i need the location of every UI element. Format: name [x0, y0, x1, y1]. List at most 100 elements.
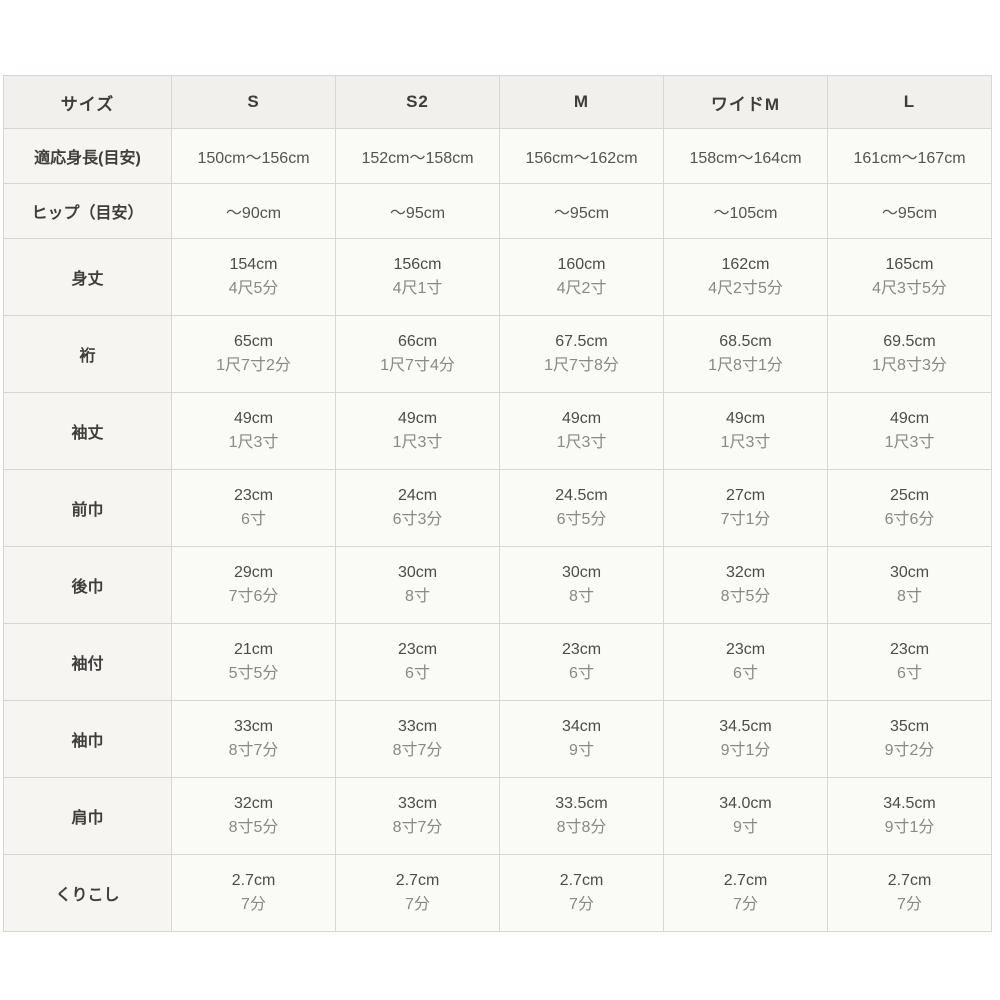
value-cm: 33cm — [397, 718, 438, 735]
value-single: 〜90cm — [171, 183, 336, 239]
value-cm: 67.5cm — [555, 333, 608, 350]
table-cell: 24cm 6寸3分 — [335, 469, 500, 547]
value-cm: 162cm — [721, 256, 770, 273]
value-wasai: 7分 — [241, 896, 266, 913]
value-cm: 24cm — [397, 487, 438, 504]
value-single: 〜95cm — [827, 183, 992, 239]
table-cell: 33cm 8寸7分 — [335, 777, 500, 855]
value-wasai: 4尺5分 — [228, 280, 279, 297]
value-wasai: 7寸1分 — [720, 511, 771, 528]
value-wasai: 8寸 — [405, 588, 430, 605]
row-label: 袖付 — [3, 623, 172, 701]
value-wasai: 1尺3寸 — [228, 434, 279, 451]
table-cell: 2.7cm 7分 — [827, 854, 992, 932]
value-cm: 68.5cm — [719, 333, 772, 350]
value-wasai: 1尺8寸1分 — [708, 357, 783, 374]
table-cell: 156cm 4尺1寸 — [335, 238, 500, 316]
value-wasai: 7分 — [733, 896, 758, 913]
value-single: 〜105cm — [663, 183, 828, 239]
table-cell: 49cm 1尺3寸 — [171, 392, 336, 470]
value-wasai: 1尺3寸 — [556, 434, 607, 451]
value-cm: 23cm — [889, 641, 930, 658]
value-wasai: 9寸1分 — [720, 742, 771, 759]
value-cm: 32cm — [233, 795, 274, 812]
value-cm: 33cm — [397, 795, 438, 812]
value-wasai: 1尺3寸 — [884, 434, 935, 451]
value-cm: 49cm — [725, 410, 766, 427]
value-wasai: 5寸5分 — [228, 665, 279, 682]
table-cell: 30cm 8寸 — [827, 546, 992, 624]
table-cell: 23cm 6寸 — [499, 623, 664, 701]
table-cell: 2.7cm 7分 — [663, 854, 828, 932]
value-single: 156cm〜162cm — [499, 128, 664, 184]
value-cm: 156cm — [393, 256, 442, 273]
table-cell: 23cm 6寸 — [827, 623, 992, 701]
value-cm: 2.7cm — [395, 872, 440, 889]
table-cell: 2.7cm 7分 — [499, 854, 664, 932]
table-cell: 2.7cm 7分 — [335, 854, 500, 932]
value-cm: 34cm — [561, 718, 602, 735]
value-wasai: 8寸7分 — [392, 819, 443, 836]
value-wasai: 8寸5分 — [228, 819, 279, 836]
table-cell: 34cm 9寸 — [499, 700, 664, 778]
value-wasai: 1尺7寸4分 — [380, 357, 455, 374]
table-row: 後巾 29cm 7寸6分 30cm 8寸 30cm 8寸 32cm 8寸5分 30cm 8寸 — [3, 546, 992, 624]
table-cell: 49cm 1尺3寸 — [663, 392, 828, 470]
size-chart-table: サイズ S S2 M ワイドM L 適応身長(目安) 150cm〜156cm 152cm〜15… — [3, 75, 992, 932]
value-cm: 25cm — [889, 487, 930, 504]
header-size-label: サイズ — [3, 75, 172, 129]
value-cm: 34.5cm — [883, 795, 936, 812]
value-wasai: 8寸 — [897, 588, 922, 605]
table-cell: 34.0cm 9寸 — [663, 777, 828, 855]
value-cm: 154cm — [229, 256, 278, 273]
value-wasai: 7寸6分 — [228, 588, 279, 605]
value-wasai: 6寸 — [405, 665, 430, 682]
table-cell: 33cm 8寸7分 — [335, 700, 500, 778]
value-cm: 33.5cm — [555, 795, 608, 812]
value-wasai: 6寸 — [733, 665, 758, 682]
row-label: 前巾 — [3, 469, 172, 547]
table-cell: 65cm 1尺7寸2分 — [171, 315, 336, 393]
value-cm: 21cm — [233, 641, 274, 658]
value-single: 152cm〜158cm — [335, 128, 500, 184]
value-wasai: 4尺3寸5分 — [872, 280, 947, 297]
value-cm: 29cm — [233, 564, 274, 581]
table-cell: 68.5cm 1尺8寸1分 — [663, 315, 828, 393]
value-wasai: 8寸5分 — [720, 588, 771, 605]
table-row: 前巾 23cm 6寸 24cm 6寸3分 24.5cm 6寸5分 27cm 7寸1分 25cm 6寸… — [3, 469, 992, 547]
value-cm: 165cm — [885, 256, 934, 273]
value-single: 〜95cm — [499, 183, 664, 239]
table-row: くりこし 2.7cm 7分 2.7cm 7分 2.7cm 7分 2.7cm 7分 2.7cm 7分 — [3, 854, 992, 932]
value-cm: 2.7cm — [559, 872, 604, 889]
header-col-S2: S2 — [335, 75, 500, 129]
table-row: 適応身長(目安) 150cm〜156cm 152cm〜158cm 156cm〜162c… — [3, 128, 992, 184]
value-wasai: 1尺7寸8分 — [544, 357, 619, 374]
table-cell: 27cm 7寸1分 — [663, 469, 828, 547]
table-cell: 67.5cm 1尺7寸8分 — [499, 315, 664, 393]
value-cm: 160cm — [557, 256, 606, 273]
value-cm: 2.7cm — [231, 872, 276, 889]
header-col-S: S — [171, 75, 336, 129]
value-wasai: 6寸3分 — [392, 511, 443, 528]
value-cm: 23cm — [233, 487, 274, 504]
value-single: 〜95cm — [335, 183, 500, 239]
value-wasai: 9寸 — [569, 742, 594, 759]
table-row: ヒップ（目安） 〜90cm 〜95cm 〜95cm 〜105cm 〜95cm — [3, 183, 992, 239]
value-cm: 30cm — [397, 564, 438, 581]
table-cell: 29cm 7寸6分 — [171, 546, 336, 624]
table-row: 袖巾 33cm 8寸7分 33cm 8寸7分 34cm 9寸 34.5cm 9寸1分 35cm 9寸… — [3, 700, 992, 778]
value-wasai: 6寸6分 — [884, 511, 935, 528]
header-col-M: M — [499, 75, 664, 129]
value-cm: 49cm — [397, 410, 438, 427]
value-wasai: 7分 — [405, 896, 430, 913]
row-label: 裄 — [3, 315, 172, 393]
table-cell: 21cm 5寸5分 — [171, 623, 336, 701]
value-wasai: 1尺7寸2分 — [216, 357, 291, 374]
header-row: サイズ S S2 M ワイドM L — [3, 75, 992, 129]
value-single: 161cm〜167cm — [827, 128, 992, 184]
value-cm: 23cm — [397, 641, 438, 658]
value-cm: 66cm — [397, 333, 438, 350]
table-row: 裄 65cm 1尺7寸2分 66cm 1尺7寸4分 67.5cm 1尺7寸8分 68.5cm 1… — [3, 315, 992, 393]
value-cm: 69.5cm — [883, 333, 936, 350]
table-cell: 35cm 9寸2分 — [827, 700, 992, 778]
